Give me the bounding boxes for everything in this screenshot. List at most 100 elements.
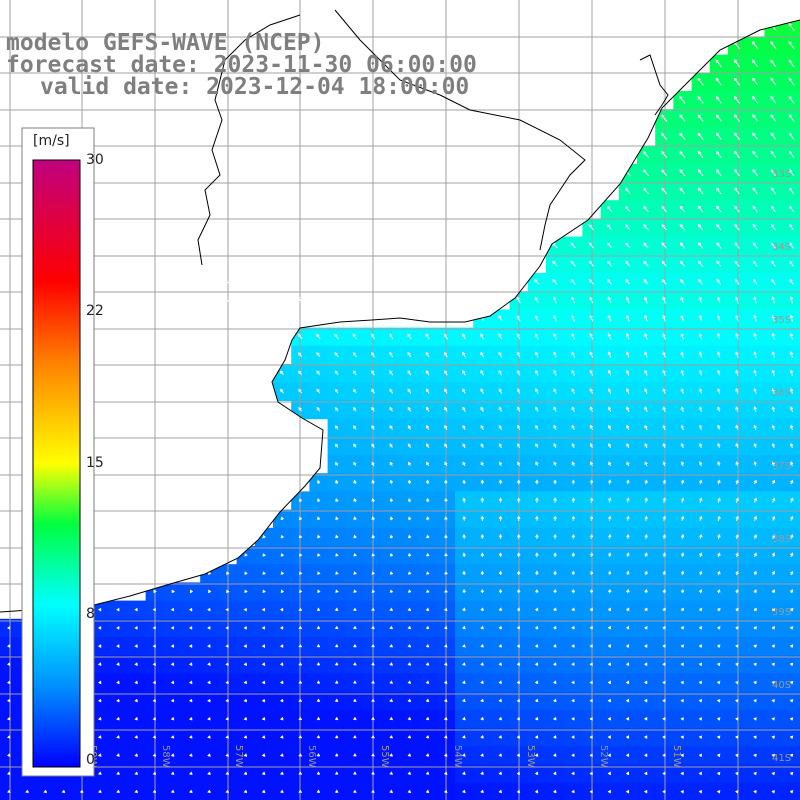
wind-arrow [426, 589, 430, 593]
wind-arrow [462, 515, 466, 521]
wind-arrow [261, 662, 266, 666]
wind-arrow [680, 588, 685, 594]
wind-arrow [607, 351, 612, 358]
wind-arrow [516, 734, 521, 739]
wind-arrow [170, 717, 175, 721]
wind-arrow [662, 497, 667, 503]
colorbar-gradient [32, 159, 81, 768]
wind-arrow [534, 625, 539, 630]
wind-arrow [771, 387, 776, 394]
wind-arrow [734, 150, 740, 159]
wind-arrow [261, 644, 266, 648]
wind-arrow [116, 771, 120, 775]
wind-arrow [735, 515, 739, 521]
wind-arrow [662, 789, 666, 794]
wind-arrow [444, 753, 448, 757]
wind-arrow [480, 443, 484, 448]
wind-arrow [462, 698, 466, 703]
wind-arrow [607, 533, 612, 539]
wind-arrow [335, 498, 339, 503]
wind-arrow [589, 607, 593, 612]
wind-arrow [697, 132, 704, 140]
wind-arrow [134, 698, 138, 703]
wind-arrow [407, 571, 412, 575]
wind-arrow [553, 680, 557, 684]
wind-arrow [316, 643, 321, 648]
wind-arrow [571, 698, 575, 703]
wind-arrow [335, 552, 339, 557]
wind-arrow [517, 424, 521, 430]
wind-arrow [644, 314, 648, 322]
wind-arrow [553, 716, 557, 721]
wind-arrow [717, 406, 721, 412]
wind-arrow [625, 351, 630, 358]
wind-arrow [698, 224, 704, 231]
wind-arrow [516, 296, 521, 304]
wind-arrow [752, 242, 758, 249]
wind-arrow [498, 570, 503, 576]
wind-arrow [207, 717, 211, 721]
wind-arrow [753, 534, 757, 539]
wind-arrow [589, 533, 594, 539]
wind-arrow [334, 333, 339, 340]
wind-arrow [789, 442, 794, 449]
wind-arrow [353, 589, 357, 593]
wind-arrow [625, 224, 631, 231]
wind-arrow [389, 333, 394, 340]
wind-arrow [698, 789, 702, 794]
wind-arrow [371, 479, 375, 485]
wind-arrow [480, 716, 484, 721]
wind-arrow [699, 461, 703, 467]
wind-arrow [534, 716, 539, 721]
wind-arrow [553, 296, 557, 304]
wind-arrow [643, 187, 649, 195]
wind-arrow [97, 626, 102, 630]
wind-arrow [753, 406, 757, 413]
wind-arrow [662, 570, 666, 576]
wind-arrow [716, 260, 722, 267]
wind-arrow [498, 497, 503, 503]
wind-arrow [225, 717, 229, 721]
wind-arrow [589, 461, 594, 467]
wind-arrow [371, 406, 375, 412]
wind-arrow [389, 534, 394, 539]
wind-arrow [316, 680, 321, 684]
wind-arrow [661, 260, 667, 267]
wind-arrow [280, 552, 285, 557]
wind-arrow [134, 626, 138, 630]
wind-arrow [753, 515, 758, 521]
wind-arrow [407, 625, 412, 630]
wind-arrow [334, 698, 339, 702]
wind-arrow [298, 589, 303, 593]
wind-arrow [152, 735, 157, 739]
wind-arrow [625, 662, 630, 666]
wind-arrow [498, 625, 502, 630]
wind-arrow [516, 789, 521, 794]
wind-arrow [334, 607, 339, 611]
wind-arrow [243, 771, 248, 775]
wind-arrow [425, 643, 430, 648]
wind-arrow [279, 662, 284, 666]
wind-arrow [353, 425, 357, 430]
wind-arrow [698, 479, 703, 485]
wind-arrow [207, 680, 211, 685]
wind-arrow [6, 789, 11, 794]
wind-arrow [607, 333, 612, 340]
wind-arrow [552, 279, 558, 285]
wind-arrow [389, 351, 394, 358]
wind-arrow [680, 625, 684, 630]
wind-arrow [752, 205, 758, 213]
wind-arrow [462, 333, 466, 340]
wind-arrow [717, 698, 721, 703]
wind-arrow [697, 150, 704, 159]
wind-arrow [752, 132, 759, 140]
wind-arrow [408, 461, 412, 466]
wind-arrow [644, 369, 648, 376]
wind-arrow [625, 771, 630, 776]
wind-arrow [717, 771, 721, 776]
wind-arrow [516, 406, 521, 412]
wind-arrow [717, 388, 721, 394]
wind-arrow [261, 789, 266, 794]
wind-arrow [170, 626, 175, 630]
wind-arrow [789, 424, 794, 431]
